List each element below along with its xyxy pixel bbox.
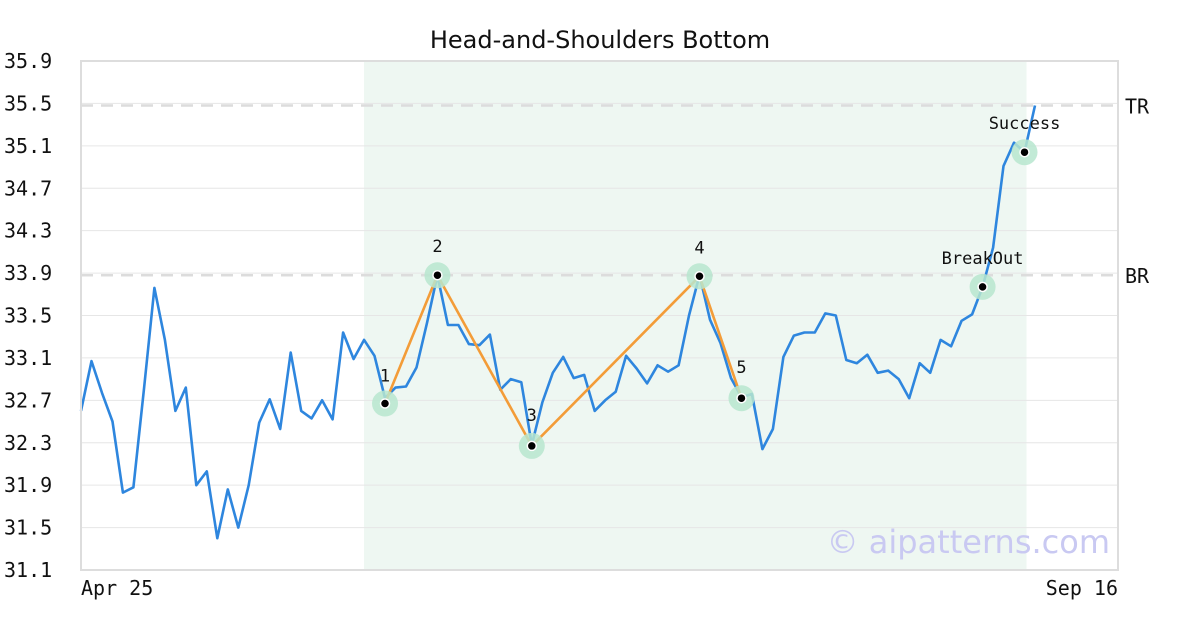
y-tick-label: 33.9 bbox=[4, 261, 52, 285]
y-tick-label: 32.7 bbox=[4, 388, 52, 412]
pattern-point-5-dot bbox=[736, 392, 747, 404]
y-tick-label: 34.3 bbox=[4, 219, 52, 243]
y-tick-label: 33.5 bbox=[4, 304, 52, 328]
level-label-tr: TR bbox=[1125, 95, 1150, 119]
y-tick-label: 34.7 bbox=[4, 176, 52, 200]
breakout-marker-label: BreakOut bbox=[942, 249, 1024, 269]
pattern-point-2-dot bbox=[432, 269, 443, 281]
pattern-point-markers: 1 2 3 4 5 BreakOut Success bbox=[372, 114, 1060, 459]
pattern-point-3-dot bbox=[526, 440, 538, 452]
y-tick-label: 31.5 bbox=[4, 516, 52, 540]
x-axis: Apr 25 Sep 16 bbox=[81, 576, 1118, 600]
y-tick-label: 35.5 bbox=[4, 91, 52, 115]
level-label-br: BR bbox=[1125, 264, 1150, 288]
pattern-point-2-label: 2 bbox=[432, 237, 442, 257]
y-tick-label: 31.1 bbox=[4, 558, 52, 582]
y-tick-label: 35.9 bbox=[4, 49, 52, 73]
y-tick-label: 35.1 bbox=[4, 134, 52, 158]
watermark: © aipatterns.com bbox=[827, 523, 1110, 561]
level-lines: TR BR bbox=[81, 95, 1150, 288]
pattern-point-1-dot bbox=[379, 398, 391, 409]
chart-title: Head-and-Shoulders Bottom bbox=[430, 26, 770, 54]
x-tick-label-end: Sep 16 bbox=[1046, 576, 1118, 600]
pattern-point-3-label: 3 bbox=[527, 406, 537, 426]
success-marker-label: Success bbox=[989, 114, 1061, 134]
breakout-marker-dot bbox=[977, 281, 988, 293]
pattern-point-1-label: 1 bbox=[380, 367, 390, 387]
y-axis: 35.9 35.5 35.1 34.7 34.3 33.9 33.5 33.1 32.7 32.3… bbox=[4, 49, 52, 582]
pattern-point-4-dot bbox=[694, 271, 705, 282]
success-marker-dot bbox=[1019, 146, 1030, 158]
plot-area: TR BR © aipatterns.com 1 2 3 4 5 BreakOut Succe… bbox=[79, 60, 1150, 571]
plot-border bbox=[80, 60, 1119, 571]
x-tick-label-start: Apr 25 bbox=[81, 576, 153, 600]
y-tick-label: 32.3 bbox=[4, 431, 52, 455]
price-series-line bbox=[79, 105, 1037, 540]
pattern-point-5-label: 5 bbox=[736, 358, 746, 378]
pattern-point-4-label: 4 bbox=[694, 238, 704, 258]
y-tick-label: 31.9 bbox=[4, 473, 52, 497]
y-tick-label: 33.1 bbox=[4, 346, 52, 370]
